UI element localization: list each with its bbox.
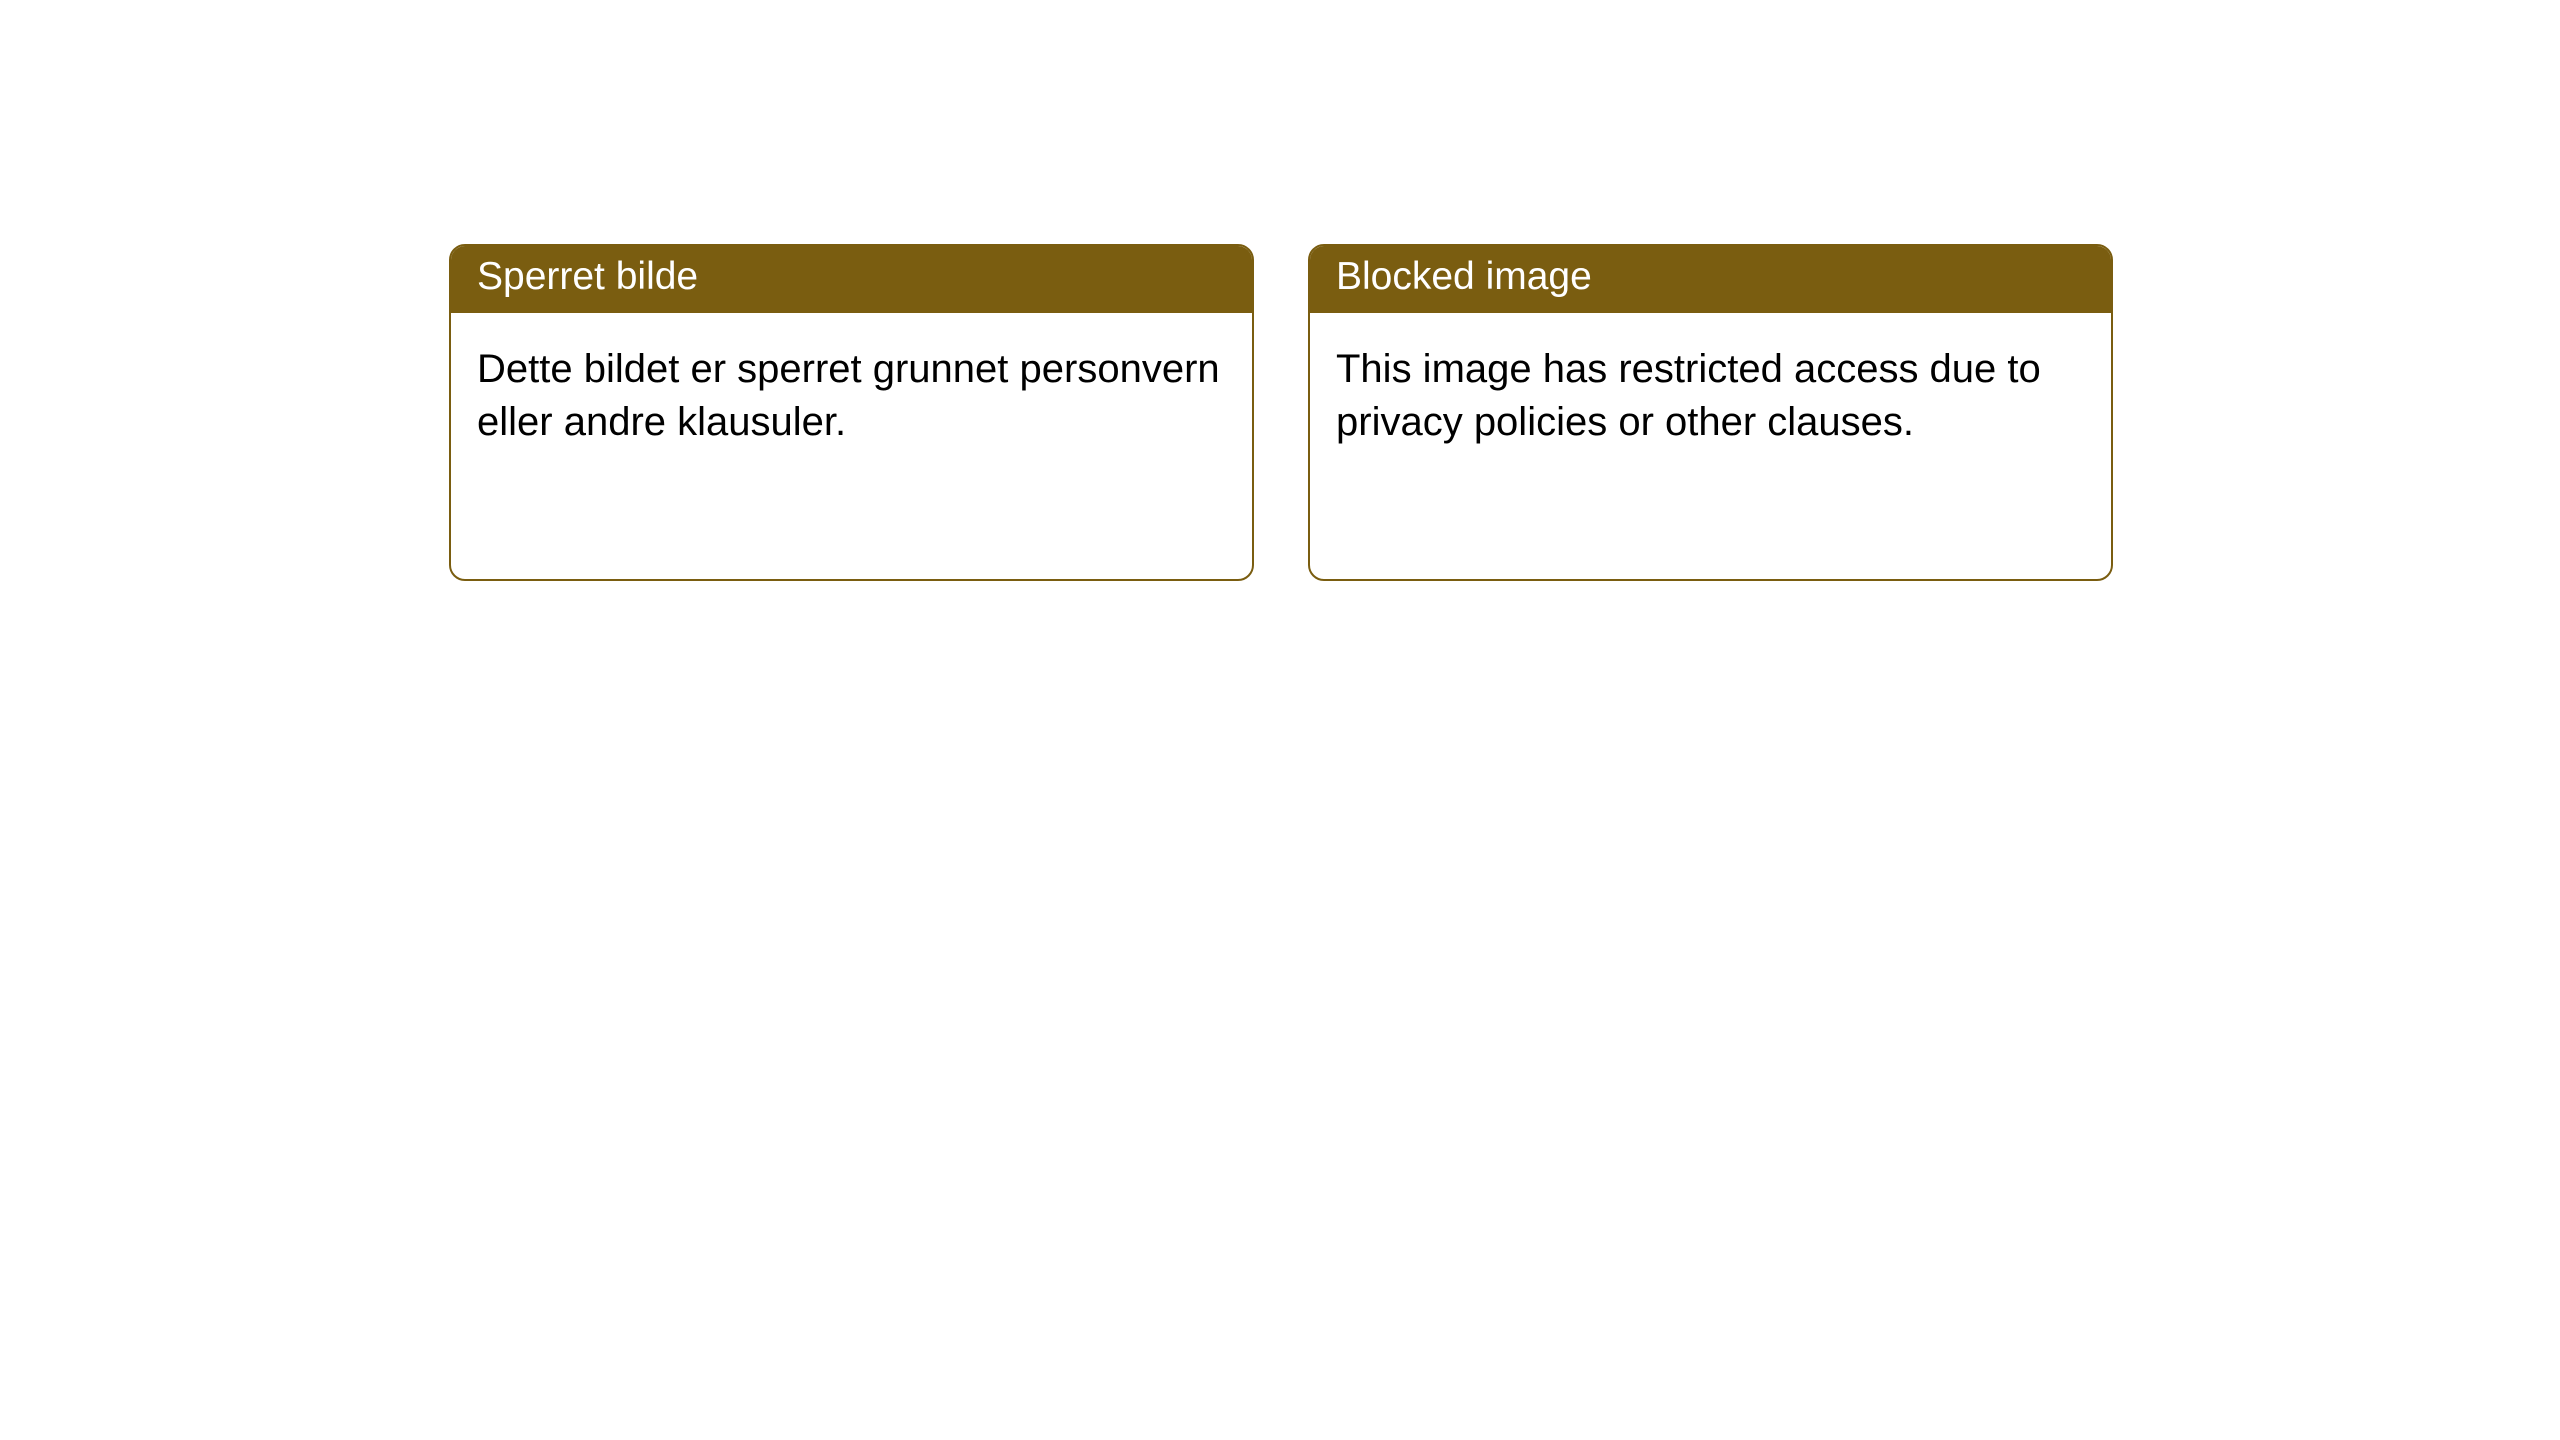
card-body: Dette bildet er sperret grunnet personve… [451,313,1252,479]
card-title: Sperret bilde [477,255,698,298]
card-body: This image has restricted access due to … [1310,313,2111,479]
card-body-text: This image has restricted access due to … [1336,347,2041,444]
notice-card-norwegian: Sperret bilde Dette bildet er sperret gr… [449,244,1254,581]
notice-card-english: Blocked image This image has restricted … [1308,244,2113,581]
card-header: Sperret bilde [451,246,1252,313]
card-title: Blocked image [1336,255,1592,298]
notice-container: Sperret bilde Dette bildet er sperret gr… [449,244,2113,581]
card-body-text: Dette bildet er sperret grunnet personve… [477,347,1220,444]
card-header: Blocked image [1310,246,2111,313]
